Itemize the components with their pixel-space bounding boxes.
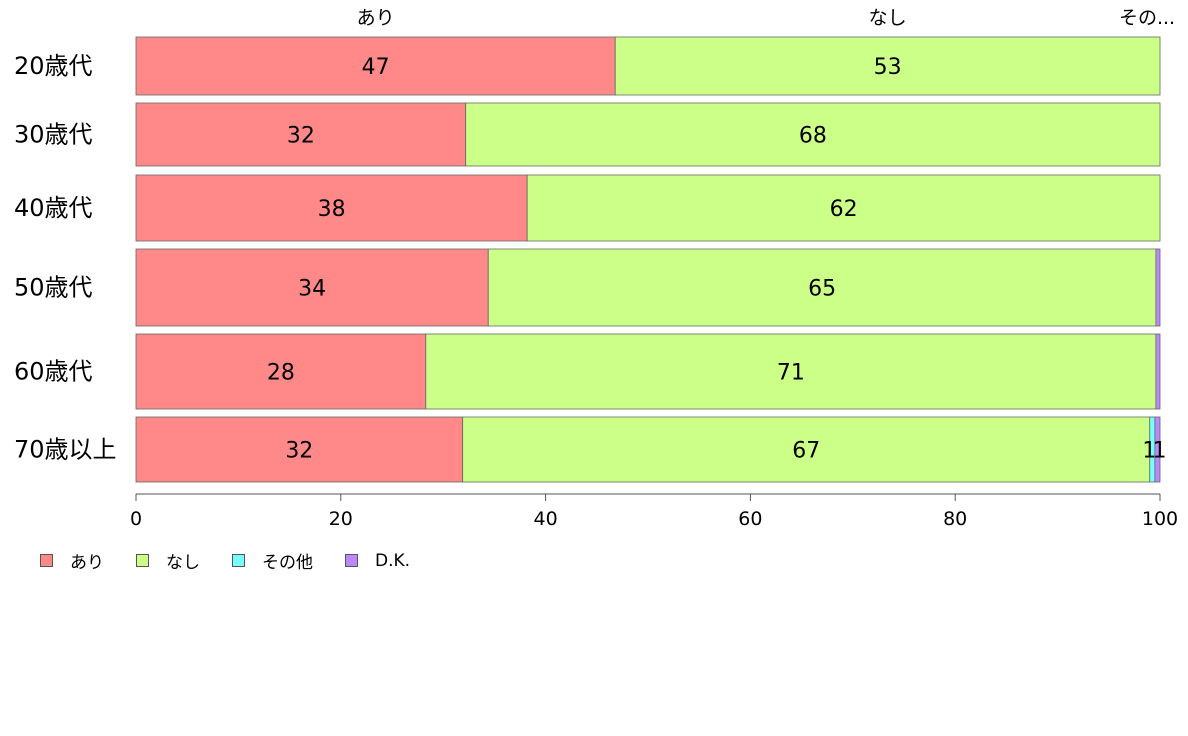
- x-tick-label: 100: [1142, 508, 1178, 530]
- legend-swatch-ari: [40, 554, 53, 567]
- category-label: 50歳代: [14, 274, 93, 302]
- top-label-0: あり: [357, 7, 395, 29]
- data-label: 53: [874, 55, 902, 80]
- legend-label-nashi: なし: [166, 553, 200, 573]
- data-label: 38: [318, 197, 346, 222]
- legend-item-ari: あり: [40, 548, 104, 573]
- data-label: 67: [792, 439, 820, 464]
- data-label: 1: [1142, 439, 1156, 464]
- category-label: 20歳代: [14, 52, 93, 80]
- x-tick-label: 80: [943, 508, 967, 530]
- x-tick-label: 0: [130, 508, 142, 530]
- bar-segment: [526, 174, 1161, 242]
- data-label: 32: [287, 124, 315, 149]
- legend-item-dk: D.K.: [345, 551, 410, 571]
- legend-item-nashi: なし: [136, 548, 200, 573]
- data-label: 1: [1152, 439, 1166, 464]
- bar-segment: [425, 333, 1157, 410]
- category-label: 60歳代: [14, 358, 93, 386]
- bar-segment: [135, 102, 467, 167]
- category-label: 40歳代: [14, 194, 93, 222]
- category-label: 30歳代: [14, 121, 93, 149]
- bar-segment: [135, 36, 616, 96]
- bar-segment: [487, 248, 1157, 327]
- legend-label-dk: D.K.: [375, 550, 411, 571]
- x-tick-label: 60: [738, 508, 762, 530]
- legend-item-other: その他: [232, 548, 313, 573]
- data-label: 28: [267, 361, 295, 386]
- category-label: 70歳以上: [14, 436, 117, 464]
- bar-segment: [135, 333, 427, 410]
- legend: あり なし その他 D.K.: [40, 548, 442, 573]
- legend-swatch-nashi: [136, 554, 149, 567]
- bar-segment: [465, 102, 1161, 167]
- bar-segment: [614, 36, 1161, 96]
- x-tick-label: 20: [329, 508, 353, 530]
- bar-segment: [1155, 333, 1161, 410]
- data-label: 62: [830, 197, 858, 222]
- bar-segment: [135, 248, 489, 327]
- data-label: 71: [777, 361, 805, 386]
- x-tick-label: 40: [534, 508, 558, 530]
- data-label: 65: [808, 277, 836, 302]
- legend-swatch-other: [232, 554, 245, 567]
- data-label: 34: [298, 277, 326, 302]
- legend-label-ari: あり: [70, 553, 104, 573]
- data-label: 32: [285, 439, 313, 464]
- data-label: 68: [799, 124, 827, 149]
- legend-swatch-dk: [345, 554, 358, 567]
- top-label-1: なし: [869, 7, 907, 29]
- data-label: 47: [362, 55, 390, 80]
- bar-segment: [135, 174, 528, 242]
- bar-segment: [1155, 248, 1161, 327]
- legend-label-other: その他: [262, 553, 313, 573]
- bar-segment: [462, 416, 1151, 483]
- bar-segment: [1154, 416, 1161, 483]
- top-label-2: その...: [1119, 7, 1175, 29]
